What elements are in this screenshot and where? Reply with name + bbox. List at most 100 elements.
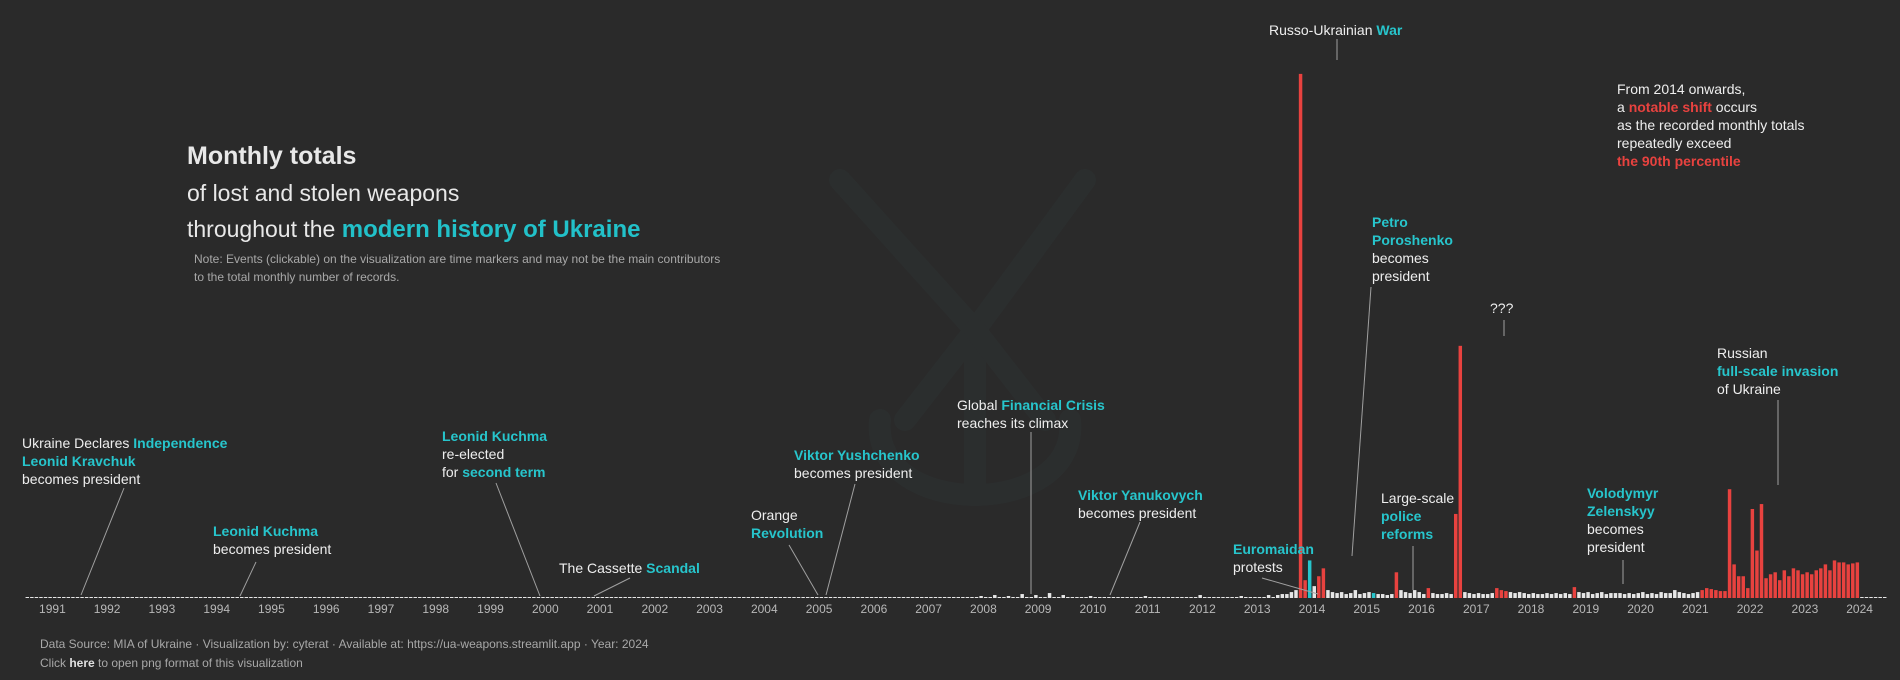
bar-2006-10 [888, 597, 892, 598]
bar-1994-06 [212, 597, 217, 598]
bar-2003-07 [710, 597, 714, 598]
bar-2009-03 [1020, 594, 1024, 598]
x-tick-label: 1997 [368, 602, 395, 616]
x-tick-label: 1998 [422, 602, 449, 616]
bar-1994-08 [221, 597, 226, 598]
bar-2006-05 [865, 597, 869, 598]
bar-2000-05 [536, 597, 541, 598]
event-2015-police-reforms[interactable]: Large-scale police reforms [1381, 489, 1454, 543]
bar-1995-12 [294, 597, 299, 598]
event-2000-cassette-scandal[interactable]: The Cassette Scandal [559, 559, 700, 577]
x-tick-label: 2010 [1080, 602, 1107, 616]
bar-2006-07 [874, 597, 878, 598]
png-link[interactable]: here [69, 656, 95, 670]
leader-2000 [593, 577, 631, 597]
bar-1991-07 [52, 597, 57, 598]
event-1991-l1-hl: Independence [133, 435, 228, 451]
event-1994-kuchma[interactable]: Leonid Kuchma becomes president [213, 522, 331, 558]
bar-1993-02 [139, 597, 144, 598]
bar-1991-03 [34, 597, 39, 598]
bar-2022-02 [1727, 489, 1732, 598]
event-2014-war[interactable]: Russo-Ukrainian War [1269, 21, 1402, 39]
bar-2009-11 [1056, 597, 1061, 598]
event-2008-financial-crisis[interactable]: Global Financial Crisis reaches its clim… [957, 396, 1105, 432]
event-2022-l1: Russian [1717, 345, 1768, 361]
leader-2005 [825, 483, 856, 596]
bar-1996-08 [331, 597, 335, 598]
bar-2011-03 [1129, 597, 1134, 598]
bar-2004-01 [737, 597, 741, 598]
bar-2008-06 [979, 596, 983, 598]
bar-2012-04 [1189, 597, 1193, 598]
bar-2018-04 [1517, 592, 1522, 598]
bar-1996-10 [340, 597, 344, 598]
bar-2008-12 [1006, 596, 1011, 598]
event-1999-l1: Leonid Kuchma [442, 428, 548, 444]
bar-1992-12 [130, 597, 134, 598]
bar-2006-08 [878, 597, 883, 598]
bar-2011-06 [1143, 596, 1148, 598]
bar-2021-05 [1686, 594, 1691, 598]
event-2010-yanukovych[interactable]: Viktor Yanukovych becomes president [1078, 486, 1203, 522]
bar-2000-01 [518, 597, 522, 598]
bar-2015-05 [1358, 594, 1362, 598]
bar-2014-05 [1303, 580, 1307, 598]
bar-2012-03 [1184, 597, 1189, 598]
bar-2012-08 [1207, 597, 1212, 598]
bar-1992-07 [107, 597, 112, 598]
bar-1999-03 [472, 597, 477, 598]
event-1999-second-term[interactable]: Leonid Kuchma re-elected for second term [442, 427, 547, 481]
bar-2018-08 [1536, 594, 1540, 598]
bar-1992-01 [80, 597, 84, 598]
event-2014-poroshenko[interactable]: Petro Poroshenko becomes president [1372, 213, 1453, 285]
event-2022-full-scale-invasion[interactable]: Russian full-scale invasion of Ukraine [1717, 344, 1838, 398]
bar-1996-04 [313, 597, 317, 598]
bar-2015-04 [1353, 590, 1358, 598]
bar-1996-05 [317, 597, 322, 598]
bar-2024-08 [1864, 597, 1869, 598]
bar-1991-05 [43, 597, 48, 598]
bar-2002-08 [659, 597, 664, 598]
bar-2020-11 [1659, 592, 1663, 598]
bar-2017-11 [1495, 588, 1499, 598]
bar-2001-07 [600, 597, 605, 598]
bar-2013-11 [1276, 595, 1280, 598]
bar-2004-05 [755, 597, 760, 598]
bar-2006-03 [856, 597, 860, 598]
event-2017-unknown[interactable]: ??? [1490, 299, 1513, 317]
event-2019-zelenskyy[interactable]: Volodymyr Zelenskyy becomes president [1587, 484, 1658, 556]
bar-1997-10 [395, 597, 399, 598]
bar-2024-06 [1855, 562, 1860, 598]
bar-2020-03 [1622, 594, 1627, 598]
bar-2020-10 [1654, 594, 1659, 598]
bar-2019-02 [1563, 593, 1567, 598]
bar-2021-08 [1700, 590, 1704, 598]
x-tick-label: 2011 [1135, 602, 1161, 616]
bar-2023-09 [1814, 570, 1818, 598]
event-2013-euromaidan[interactable]: Euromaidan protests [1233, 540, 1314, 576]
bars-layer [25, 73, 1887, 598]
bar-2004-03 [746, 597, 751, 598]
bar-2007-01 [901, 597, 906, 598]
bar-2017-08 [1481, 594, 1485, 598]
bar-2022-01 [1723, 591, 1727, 598]
bar-2020-04 [1627, 593, 1631, 598]
event-2004-orange-revolution[interactable]: Orange Revolution [751, 506, 823, 542]
shift-annotation: From 2014 onwards, a notable shift occur… [1617, 80, 1805, 170]
bar-2012-07 [1202, 597, 1207, 598]
x-tick-label: 2008 [970, 602, 997, 616]
chart-title: Monthly totals of lost and stolen weapon… [187, 137, 640, 248]
bar-2011-04 [1134, 597, 1138, 598]
bar-2021-03 [1677, 592, 1682, 598]
bar-2007-09 [938, 597, 942, 598]
bar-2007-03 [910, 597, 915, 598]
bar-1995-10 [285, 597, 290, 598]
x-tick-label: 2005 [806, 602, 833, 616]
bar-1993-04 [148, 597, 153, 598]
bar-2000-04 [532, 597, 536, 598]
event-2005-yushchenko[interactable]: Viktor Yushchenko becomes president [794, 446, 920, 482]
bar-1998-05 [427, 597, 431, 598]
bar-2001-02 [577, 597, 582, 598]
event-1991-independence[interactable]: Ukraine Declares Independence Leonid Kra… [22, 434, 227, 488]
